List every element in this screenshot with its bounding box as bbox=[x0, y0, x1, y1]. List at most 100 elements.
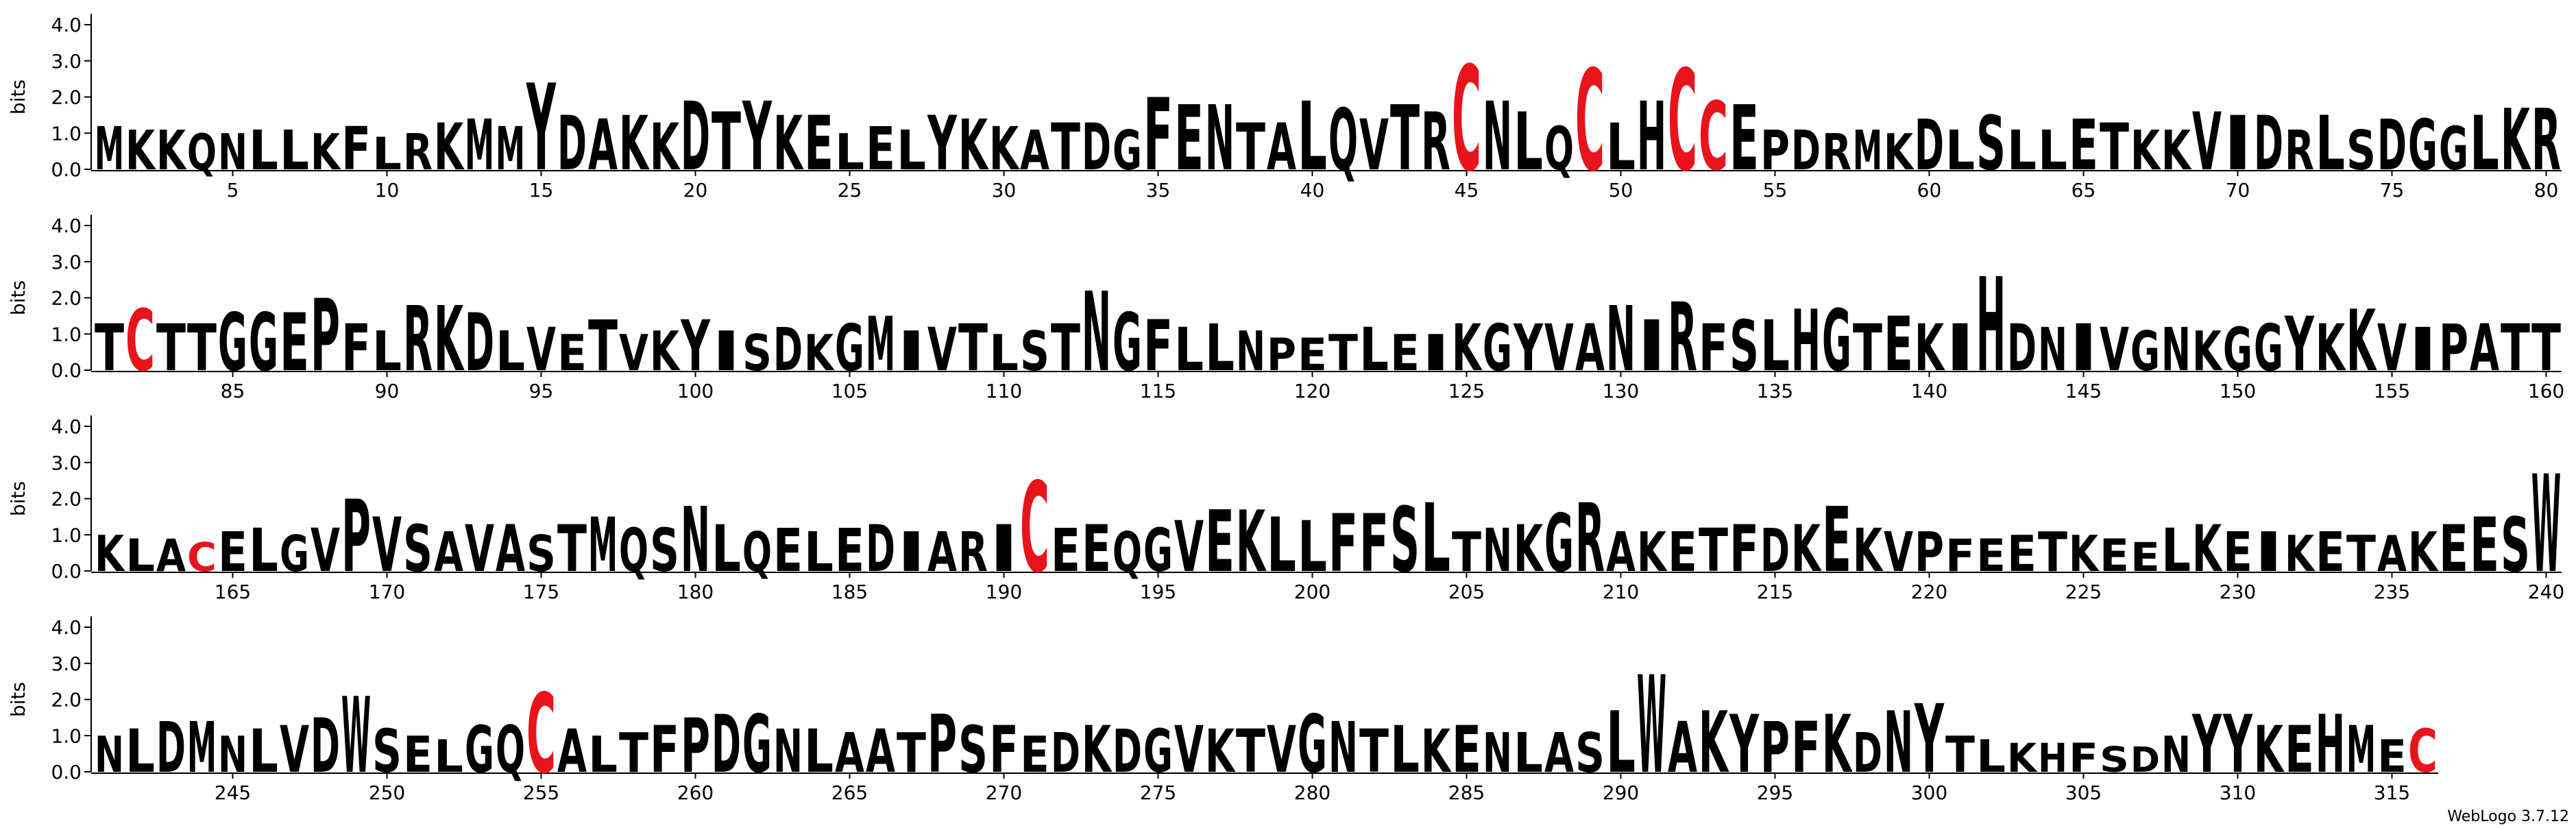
x-tick-label: 215 bbox=[1757, 581, 1793, 603]
logo-letter: F bbox=[1328, 498, 1358, 590]
logo-letter: L bbox=[1205, 310, 1235, 385]
logo-letter: P bbox=[1760, 707, 1790, 788]
logo-letter: W bbox=[341, 677, 371, 797]
logo-letter: Y bbox=[2222, 698, 2253, 791]
logo-letter: W bbox=[1637, 648, 1666, 804]
logo-letter: L bbox=[1760, 306, 1790, 387]
x-tick-label: 270 bbox=[986, 781, 1022, 804]
x-tick-label: 40 bbox=[1300, 179, 1325, 202]
logo-letter: E bbox=[1298, 329, 1327, 381]
logo-letter: L bbox=[989, 324, 1019, 382]
logo-letter: E bbox=[2285, 712, 2314, 787]
y-tick-label: 0.0 bbox=[51, 761, 82, 783]
logo-letter: E bbox=[2439, 511, 2468, 586]
logo-letter: K bbox=[650, 320, 681, 383]
logo-letter: D bbox=[2377, 105, 2407, 186]
logo-letter: L bbox=[1298, 82, 1327, 192]
logo-letter: G bbox=[835, 310, 864, 385]
logo-letter: D bbox=[1051, 722, 1080, 785]
x-tick-label: 145 bbox=[2065, 380, 2102, 402]
logo-letter: L bbox=[1298, 507, 1327, 587]
logo-letter: V bbox=[1544, 310, 1574, 385]
logo-letter: T bbox=[588, 306, 618, 387]
logo-letter: G bbox=[1113, 119, 1142, 182]
logo-letter: C bbox=[2408, 717, 2438, 786]
x-tick-label: 75 bbox=[2380, 179, 2405, 202]
logo-letter: L bbox=[1606, 694, 1636, 792]
x-tick-label: 80 bbox=[2534, 179, 2559, 202]
logo-letter: M bbox=[496, 114, 525, 184]
y-tick-label: 1.0 bbox=[51, 122, 82, 145]
logo-letter: S bbox=[2100, 740, 2129, 780]
logo-letter: Y bbox=[1729, 698, 1760, 791]
logo-letter: L bbox=[434, 731, 463, 783]
logo-letter: D bbox=[1082, 110, 1111, 184]
logo-letter: K bbox=[773, 100, 804, 187]
logo-letter: L bbox=[804, 521, 834, 584]
x-tick-label: 170 bbox=[369, 581, 405, 603]
logo-letter: P bbox=[1267, 329, 1296, 381]
logo-letter: E bbox=[2377, 731, 2407, 783]
logo-letter: E bbox=[1452, 712, 1481, 787]
logo-letter: Q bbox=[1544, 114, 1574, 184]
logo-letter: L bbox=[897, 119, 926, 182]
logo-letter: P bbox=[311, 279, 340, 394]
logo-letter: K bbox=[1699, 694, 1729, 792]
y-tick-label: 4.0 bbox=[51, 14, 82, 36]
logo-letter: K bbox=[1822, 698, 1853, 791]
logo-letter: K bbox=[1421, 717, 1452, 786]
logo-letter: K bbox=[804, 324, 835, 382]
logo-letter: D bbox=[465, 297, 494, 389]
logo-letter: H bbox=[2316, 698, 2345, 791]
logo-letter: M bbox=[465, 105, 494, 186]
logo-letter: L bbox=[2038, 119, 2067, 182]
x-tick-label: 310 bbox=[2220, 781, 2256, 804]
logo-letter: D bbox=[1915, 105, 1944, 186]
logo-letter: V bbox=[372, 502, 402, 589]
logo-letter: E bbox=[1205, 494, 1235, 592]
logo-letter: L bbox=[1514, 722, 1543, 785]
x-tick-label: 130 bbox=[1603, 380, 1639, 402]
logo-letter: E bbox=[2470, 502, 2499, 589]
logo-letter: E bbox=[866, 114, 895, 184]
logo-letter: R bbox=[403, 123, 433, 182]
logo-letter: D bbox=[1791, 119, 1821, 182]
logo-letter: L bbox=[249, 119, 278, 182]
logo-letter: V bbox=[1174, 712, 1204, 787]
logo-letter: N bbox=[1205, 87, 1235, 191]
x-tick-label: 205 bbox=[1448, 581, 1485, 603]
logo-letter: C bbox=[1699, 82, 1728, 192]
logo-letter: Q bbox=[187, 123, 217, 182]
logo-letter: I bbox=[712, 320, 741, 383]
logo-letter: I bbox=[1637, 306, 1666, 387]
logo-letter: T bbox=[1452, 521, 1481, 584]
logo-letter: Y bbox=[927, 100, 958, 187]
logo-letter: G bbox=[2254, 310, 2283, 385]
x-tick-label: 85 bbox=[221, 380, 245, 402]
logo-letter: N bbox=[1483, 722, 1512, 785]
logo-letter: E bbox=[773, 516, 803, 585]
logo-letter: K bbox=[2285, 525, 2316, 583]
x-tick-label: 120 bbox=[1294, 380, 1330, 402]
logo-letter: K bbox=[958, 105, 989, 186]
logo-letter: N bbox=[1483, 516, 1512, 585]
logo-letter: P bbox=[927, 698, 957, 791]
logo-letter: K bbox=[989, 114, 1020, 184]
logo-letter: M bbox=[2346, 712, 2376, 787]
y-tick-label: 2.0 bbox=[51, 287, 82, 310]
logo-letter: E bbox=[1822, 489, 1851, 592]
logo-letter: F bbox=[1359, 498, 1389, 590]
logo-letter: V bbox=[311, 516, 340, 585]
x-tick-label: 95 bbox=[529, 380, 554, 402]
logo-letter: E bbox=[1390, 324, 1420, 382]
logo-letter: K bbox=[2501, 92, 2531, 190]
logo-letter: N bbox=[1328, 707, 1358, 788]
x-tick-label: 195 bbox=[1140, 581, 1176, 603]
logo-letter: E bbox=[2223, 521, 2252, 584]
logo-letter: I bbox=[2408, 315, 2438, 385]
logo-letter: T bbox=[1236, 110, 1265, 184]
y-tick-label: 4.0 bbox=[51, 215, 82, 237]
x-tick-label: 290 bbox=[1603, 781, 1639, 804]
logo-letter: S bbox=[2501, 502, 2530, 589]
x-tick-label: 115 bbox=[1140, 380, 1176, 402]
